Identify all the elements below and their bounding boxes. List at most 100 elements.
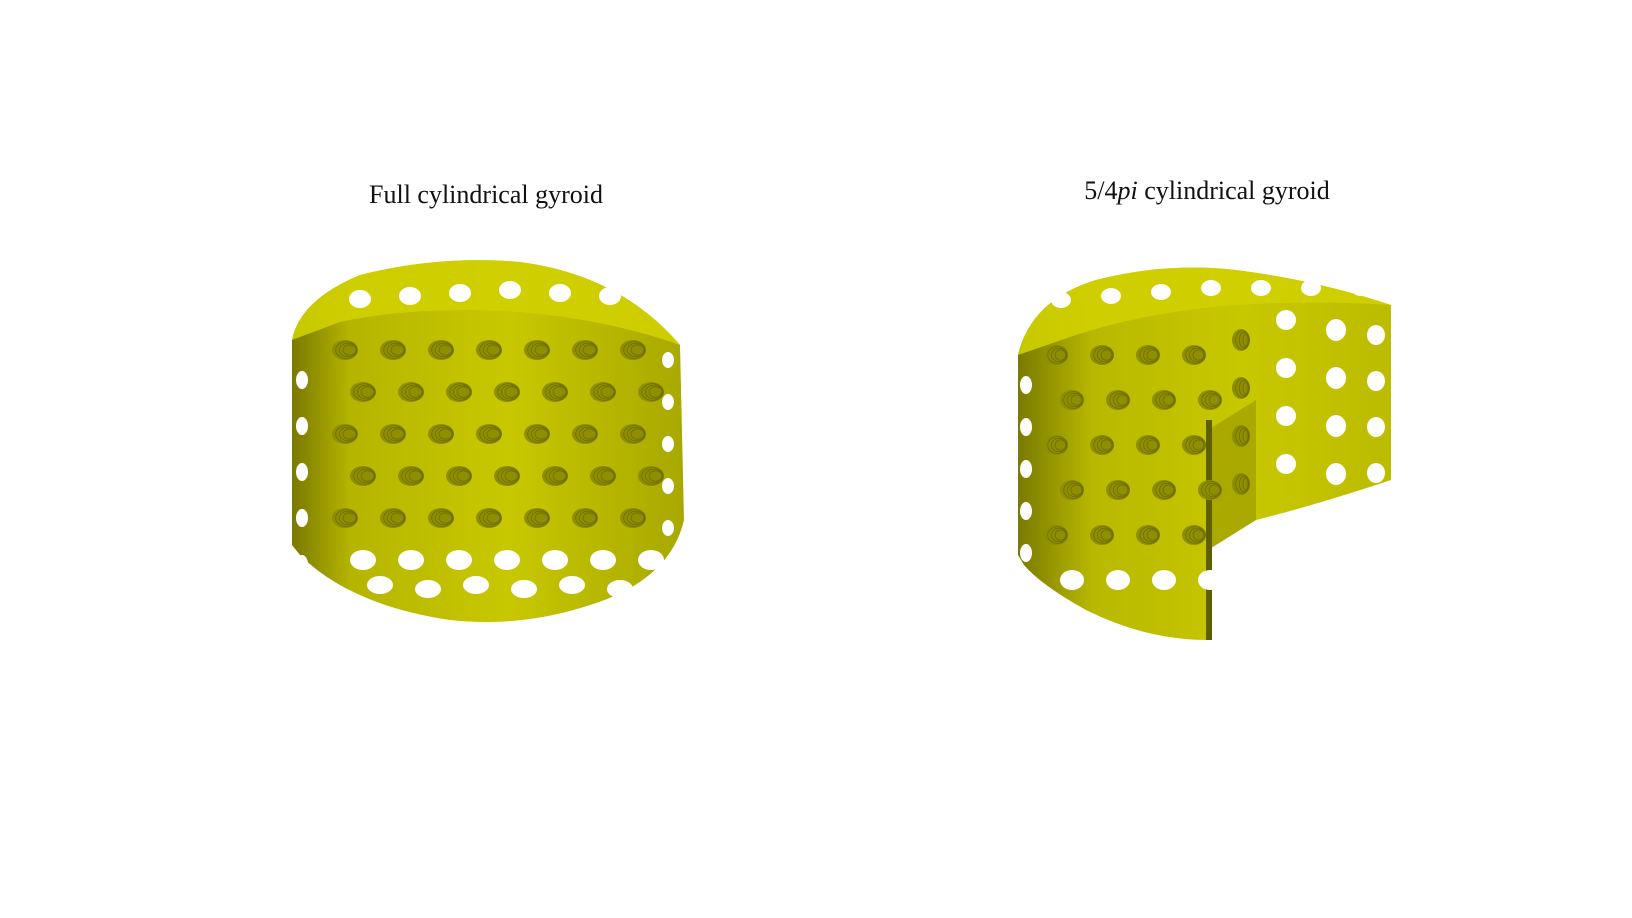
pore-hole (1051, 292, 1071, 308)
pore-tunnel-ring (1116, 394, 1129, 406)
pore-tunnel-ring (500, 468, 519, 484)
pore-hole (399, 287, 421, 305)
pore-tunnel-ring (438, 428, 453, 440)
pore-tunnel-ring (1109, 391, 1130, 409)
pore-hole (1020, 544, 1032, 562)
pore-tunnel-ring (582, 512, 597, 524)
pore-tunnel-ring (1238, 331, 1249, 349)
pore-tunnel-ring (1047, 436, 1068, 454)
pore-tunnel-ring (449, 383, 472, 401)
pore-tunnel-ring (1142, 347, 1159, 363)
pore-tunnel-ring (1070, 484, 1083, 496)
pore-hole (1367, 463, 1385, 483)
pore-tunnel-ring (1142, 437, 1159, 453)
pore-tunnel-ring (335, 425, 358, 443)
pore-tunnel-ring (645, 468, 664, 484)
pore-tunnel-ring (1235, 330, 1250, 350)
pore-tunnel-ring (531, 342, 550, 358)
pore-tunnel-ring (527, 341, 550, 359)
pore-tunnel-ring (1192, 439, 1205, 451)
pore-hole (662, 478, 674, 494)
pore-tunnel (1232, 329, 1250, 351)
pore-tunnel-ring (401, 383, 424, 401)
pore-tunnel-ring (438, 344, 453, 356)
pore-tunnel-ring (360, 470, 375, 482)
pore-tunnel-ring (593, 383, 616, 401)
pore-tunnel-ring (549, 468, 568, 484)
figure-full-cylindrical-gyroid: Full cylindrical gyroid (292, 180, 684, 623)
pore-hole (1106, 570, 1130, 590)
pore-tunnel-ring (1047, 346, 1068, 364)
pore-tunnel-ring (1146, 349, 1159, 361)
pore-tunnel-ring (408, 386, 423, 398)
pore-tunnel-ring (630, 428, 645, 440)
figure-partial-cylindrical-gyroid: 5/4pi cylindrical gyroid (816, 0, 1632, 918)
pore-tunnel-ring (579, 426, 598, 442)
pore-tunnel-ring (342, 512, 357, 524)
pore-tunnel-ring (390, 428, 405, 440)
gyroid-pores (296, 281, 674, 598)
pore-tunnel-ring (1066, 392, 1083, 408)
pore-tunnel-ring (1188, 527, 1205, 543)
pore-tunnel-ring (534, 428, 549, 440)
pore-hole (1020, 460, 1032, 478)
pore-tunnel-ring (1093, 346, 1114, 364)
pore-tunnel-ring (1204, 392, 1221, 408)
pore-tunnel-ring (1242, 333, 1249, 347)
pore-tunnel-ring (486, 512, 501, 524)
pore-tunnel-ring (449, 467, 472, 485)
pore-hole (446, 550, 472, 570)
pore-tunnel-ring (497, 383, 520, 401)
pore-tunnel-ring (552, 470, 567, 482)
pore-tunnel-ring (386, 510, 405, 526)
pore-tunnel-ring (482, 510, 501, 526)
pore-hole (1367, 325, 1385, 345)
pore-tunnel-ring (1142, 527, 1159, 543)
pore-tunnel-ring (527, 425, 550, 443)
gyroid-top-rim (292, 260, 680, 345)
pore-tunnel-ring (431, 341, 454, 359)
pore-tunnel-ring (335, 341, 358, 359)
pore-hole (542, 550, 568, 570)
pore-tunnel-ring (1242, 381, 1249, 395)
pore-hole (1151, 284, 1171, 300)
full-gyroid-render (292, 260, 684, 623)
pore-tunnel-ring (1238, 475, 1249, 493)
pore-tunnel-ring (531, 510, 550, 526)
gyroid-pores (1020, 280, 1385, 590)
pore-tunnel-ring (338, 342, 357, 358)
pore-tunnel-ring (593, 467, 616, 485)
pore-hole (1201, 280, 1221, 296)
pore-hole (1276, 406, 1296, 426)
pore-tunnel-ring (597, 468, 616, 484)
pore-hole (1060, 570, 1084, 590)
pore-tunnel-ring (356, 468, 375, 484)
pore-hole (599, 287, 621, 305)
pore-tunnel-ring (390, 512, 405, 524)
pore-tunnel-ring (1139, 346, 1160, 364)
pore-tunnel-ring (1242, 477, 1249, 491)
pore-hole (463, 576, 489, 594)
pore-tunnel-ring (1185, 346, 1206, 364)
pore-tunnel-ring (1112, 392, 1129, 408)
pore-tunnel-ring (545, 467, 568, 485)
pore-tunnel-ring (479, 425, 502, 443)
pore-hole (296, 463, 308, 481)
pore-hole (296, 417, 308, 435)
pore-hole (590, 550, 616, 570)
pore-tunnel-ring (383, 425, 406, 443)
pore-tunnel-ring (404, 384, 423, 400)
pore-tunnel-ring (504, 470, 519, 482)
pore-tunnel-ring (438, 512, 453, 524)
pore-tunnel-ring (1054, 349, 1067, 361)
pore-hole (1276, 454, 1296, 474)
pore-hole (1276, 310, 1296, 330)
pore-tunnel-ring (1201, 481, 1222, 499)
pore-tunnel-ring (452, 468, 471, 484)
pore-tunnel (1232, 473, 1250, 495)
pore-tunnel-ring (338, 510, 357, 526)
pore-hole (350, 550, 376, 570)
pore-tunnel-ring (575, 425, 598, 443)
pore-tunnel-ring (1242, 429, 1249, 443)
pore-tunnel-ring (648, 470, 663, 482)
